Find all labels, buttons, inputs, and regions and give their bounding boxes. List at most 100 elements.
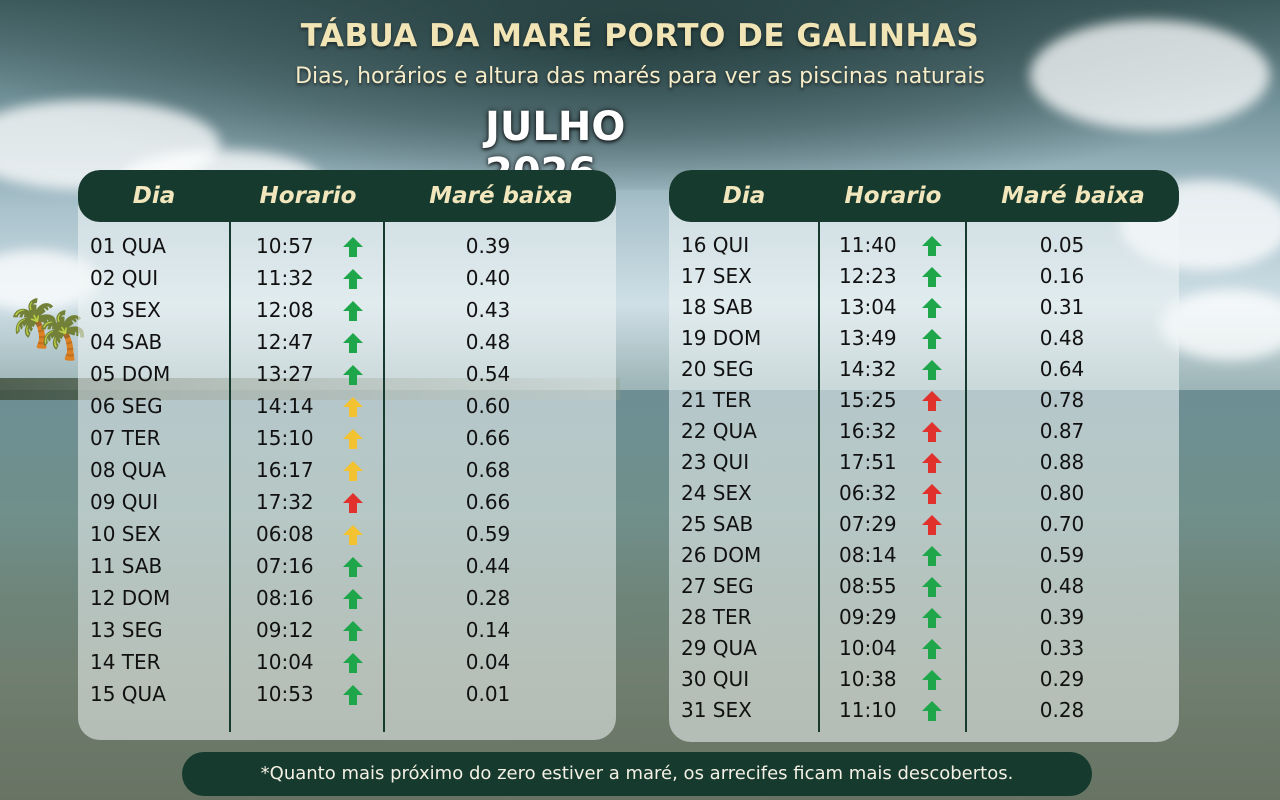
table-header: Dia Horario Maré baixa — [669, 170, 1179, 222]
table-row: 02 QUI 11:32 0.40 — [78, 262, 616, 294]
row-tide-height: 0.39 — [465, 234, 511, 258]
row-day: 26 DOM — [681, 543, 762, 567]
row-tide-height: 0.33 — [1039, 636, 1085, 660]
row-time: 13:04 — [839, 295, 897, 319]
table-row: 25 SAB 07:29 0.70 — [669, 508, 1179, 540]
table-row: 21 TER 15:25 0.78 — [669, 384, 1179, 416]
row-tide-height: 0.44 — [465, 554, 511, 578]
row-tide-height: 0.04 — [465, 650, 511, 674]
row-tide-height: 0.43 — [465, 298, 511, 322]
row-time: 08:14 — [839, 543, 897, 567]
row-tide-height: 0.66 — [465, 490, 511, 514]
row-tide-height: 0.68 — [465, 458, 511, 482]
row-time: 10:04 — [839, 636, 897, 660]
table-row: 04 SAB 12:47 0.48 — [78, 326, 616, 358]
row-tide-height: 0.80 — [1039, 481, 1085, 505]
arrow-up-green-icon — [342, 364, 364, 386]
row-tide-height: 0.64 — [1039, 357, 1085, 381]
table-row: 13 SEG 09:12 0.14 — [78, 614, 616, 646]
table-row: 05 DOM 13:27 0.54 — [78, 358, 616, 390]
arrow-up-green-icon — [342, 556, 364, 578]
row-tide-height: 0.31 — [1039, 295, 1085, 319]
table-row: 24 SEX 06:32 0.80 — [669, 477, 1179, 509]
header-time: Horario — [259, 183, 357, 209]
column-divider — [229, 172, 231, 732]
table-row: 22 QUA 16:32 0.87 — [669, 415, 1179, 447]
row-day: 02 QUI — [90, 266, 159, 290]
row-tide-height: 0.29 — [1039, 667, 1085, 691]
row-time: 11:32 — [256, 266, 314, 290]
table-row: 30 QUI 10:38 0.29 — [669, 663, 1179, 695]
tide-table-left: Dia Horario Maré baixa 01 QUA 10:57 0.39 02… — [78, 170, 616, 740]
arrow-up-yellow-icon — [342, 428, 364, 450]
arrow-up-yellow-icon — [342, 396, 364, 418]
row-time: 17:51 — [839, 450, 897, 474]
row-day: 25 SAB — [681, 512, 754, 536]
row-day: 08 QUA — [90, 458, 166, 482]
row-day: 18 SAB — [681, 295, 754, 319]
arrow-up-green-icon — [921, 328, 943, 350]
table-row: 18 SAB 13:04 0.31 — [669, 291, 1179, 323]
table-row: 11 SAB 07:16 0.44 — [78, 550, 616, 582]
row-tide-height: 0.28 — [465, 586, 511, 610]
row-day: 16 QUI — [681, 233, 750, 257]
row-time: 08:16 — [256, 586, 314, 610]
row-time: 07:16 — [256, 554, 314, 578]
table-row: 26 DOM 08:14 0.59 — [669, 539, 1179, 571]
table-row: 27 SEG 08:55 0.48 — [669, 570, 1179, 602]
table-row: 03 SEX 12:08 0.43 — [78, 294, 616, 326]
table-row: 20 SEG 14:32 0.64 — [669, 353, 1179, 385]
row-tide-height: 0.54 — [465, 362, 511, 386]
arrow-up-green-icon — [921, 576, 943, 598]
row-day: 24 SEX — [681, 481, 752, 505]
row-day: 04 SAB — [90, 330, 163, 354]
table-row: 06 SEG 14:14 0.60 — [78, 390, 616, 422]
cloud — [1030, 20, 1270, 130]
table-row: 09 QUI 17:32 0.66 — [78, 486, 616, 518]
table-row: 12 DOM 08:16 0.28 — [78, 582, 616, 614]
table-row: 10 SEX 06:08 0.59 — [78, 518, 616, 550]
row-time: 12:47 — [256, 330, 314, 354]
row-time: 15:25 — [839, 388, 897, 412]
row-tide-height: 0.66 — [465, 426, 511, 450]
arrow-up-green-icon — [921, 235, 943, 257]
table-row: 17 SEX 12:23 0.16 — [669, 260, 1179, 292]
arrow-up-green-icon — [921, 607, 943, 629]
row-tide-height: 0.48 — [1039, 326, 1085, 350]
row-day: 06 SEG — [90, 394, 163, 418]
row-day: 21 TER — [681, 388, 752, 412]
row-day: 15 QUA — [90, 682, 166, 706]
header-value: Maré baixa — [1001, 183, 1145, 209]
row-time: 15:10 — [256, 426, 314, 450]
row-tide-height: 0.59 — [465, 522, 511, 546]
row-time: 14:14 — [256, 394, 314, 418]
row-day: 12 DOM — [90, 586, 171, 610]
arrow-up-red-icon — [921, 390, 943, 412]
arrow-up-red-icon — [921, 421, 943, 443]
row-day: 27 SEG — [681, 574, 754, 598]
row-day: 31 SEX — [681, 698, 752, 722]
row-tide-height: 0.87 — [1039, 419, 1085, 443]
table-row: 15 QUA 10:53 0.01 — [78, 678, 616, 710]
row-tide-height: 0.01 — [465, 682, 511, 706]
header-value: Maré baixa — [429, 183, 573, 209]
arrow-up-green-icon — [921, 545, 943, 567]
page-subtitle: Dias, horários e altura das marés para v… — [295, 64, 985, 89]
row-day: 20 SEG — [681, 357, 754, 381]
header-day: Dia — [722, 183, 766, 209]
table-row: 19 DOM 13:49 0.48 — [669, 322, 1179, 354]
row-day: 29 QUA — [681, 636, 757, 660]
row-time: 17:32 — [256, 490, 314, 514]
row-day: 09 QUI — [90, 490, 159, 514]
header-time: Horario — [844, 183, 942, 209]
row-time: 14:32 — [839, 357, 897, 381]
row-tide-height: 0.48 — [465, 330, 511, 354]
row-day: 17 SEX — [681, 264, 752, 288]
row-day: 13 SEG — [90, 618, 163, 642]
arrow-up-green-icon — [921, 297, 943, 319]
arrow-up-green-icon — [342, 588, 364, 610]
row-time: 13:27 — [256, 362, 314, 386]
table-row: 29 QUA 10:04 0.33 — [669, 632, 1179, 664]
arrow-up-green-icon — [342, 684, 364, 706]
row-day: 14 TER — [90, 650, 161, 674]
